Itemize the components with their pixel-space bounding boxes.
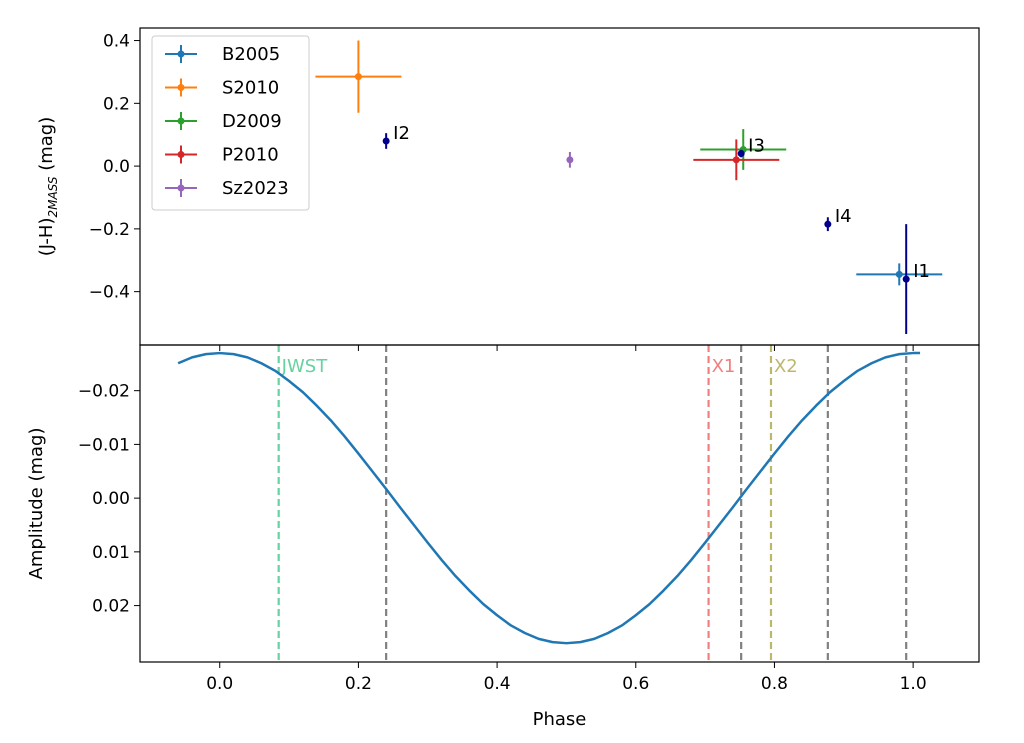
legend-entry-p2010-label: P2010 — [222, 145, 279, 166]
series-b2005 — [856, 263, 943, 286]
bottom-y-tick-label: −0.02 — [78, 382, 130, 402]
top-y-axis-label: (J-H)2MASS (mag) — [36, 117, 60, 257]
axes-frames — [139, 27, 980, 663]
point-i2-label: I2 — [393, 123, 410, 144]
bottom-panel: −0.02 −0.01 0.00 0.01 0.02 0.0 0.2 0.4 0.6 0.8 1.0… — [26, 345, 927, 730]
legend-entry-s2010-label: S2010 — [222, 78, 279, 99]
point-i4 — [824, 217, 832, 232]
legend-entry-p2010-marker — [177, 151, 185, 158]
amplitude-curve — [177, 351, 921, 645]
point-i3-point — [737, 150, 745, 158]
legend-entry-d2009-label: D2009 — [222, 111, 282, 132]
top-y-tick-label: −0.4 — [89, 283, 130, 303]
top-panel: 0.40.20.0−0.2−0.4(J-H)2MASS (mag)I1I2I3I… — [36, 32, 943, 351]
bottom-x-tick-label: 0.8 — [761, 674, 788, 694]
point-i1-label: I1 — [913, 261, 930, 282]
legend-entry-b2005: B2005 — [165, 44, 280, 65]
bottom-x-tick-label: 1.0 — [900, 674, 927, 694]
point-i3 — [737, 149, 745, 158]
bottom-x-tick-label: 0.4 — [484, 674, 511, 694]
bottom-plot-area: JWST X1 X2 — [177, 345, 921, 662]
point-i3-label: I3 — [748, 136, 765, 157]
legend-entry-b2005-marker — [177, 50, 185, 58]
series-b2005-point — [895, 270, 903, 278]
legend-entry-sz2023-marker — [177, 184, 185, 192]
top-y-tick-label: −0.2 — [89, 220, 130, 240]
vline-label-jwst: JWST — [281, 356, 329, 377]
vline-label-x1: X1 — [712, 356, 736, 377]
legend-entry-b2005-label: B2005 — [222, 44, 280, 65]
legend: B2005 S2010 D2009 P2010 Sz2023 — [151, 35, 310, 211]
bottom-axes-frame — [139, 344, 980, 663]
top-y-tick-label: 0.0 — [103, 157, 130, 177]
legend-box — [151, 35, 310, 211]
bottom-x-tick-label: 0.6 — [622, 674, 649, 694]
bottom-x-tick-label: 0.0 — [206, 674, 233, 694]
series-sz2023-point — [566, 156, 574, 164]
legend-entry-sz2023: Sz2023 — [165, 178, 289, 199]
legend-entry-s2010: S2010 — [165, 78, 279, 99]
bottom-x-tick-label: 0.2 — [345, 674, 372, 694]
point-i4-label: I4 — [835, 206, 852, 227]
bottom-y-tick-label: −0.01 — [78, 435, 130, 455]
top-plot-area: I1 I2 I3 I4 — [315, 40, 943, 335]
top-y-tick-label: 0.4 — [103, 32, 130, 52]
series-d2009 — [700, 129, 787, 170]
bottom-y-axis-label: Amplitude (mag) — [26, 428, 47, 580]
bottom-y-tick-label: 0.00 — [92, 489, 130, 509]
legend-entry-d2009: D2009 — [165, 111, 282, 132]
top-y-tick-label: 0.2 — [103, 94, 130, 114]
bottom-y-tick-label: 0.01 — [92, 543, 130, 563]
point-i1-point — [902, 275, 910, 283]
series-p2010-point — [732, 156, 740, 164]
series-sz2023 — [566, 151, 574, 168]
point-i2-point — [382, 137, 390, 145]
point-i1 — [902, 224, 910, 335]
legend-entry-p2010: P2010 — [165, 145, 279, 166]
x-axis-label: Phase — [533, 709, 587, 730]
legend-entry-sz2023-label: Sz2023 — [222, 178, 289, 199]
series-p2010 — [693, 139, 780, 181]
point-i2 — [382, 133, 390, 149]
series-s2010 — [315, 40, 402, 113]
point-i4-point — [824, 220, 832, 228]
legend-entry-d2009-marker — [177, 117, 185, 125]
bottom-y-tick-label: 0.02 — [92, 597, 130, 617]
legend-entry-s2010-marker — [177, 84, 185, 91]
series-s2010-point — [354, 73, 362, 81]
vline-label-x2: X2 — [774, 356, 798, 377]
